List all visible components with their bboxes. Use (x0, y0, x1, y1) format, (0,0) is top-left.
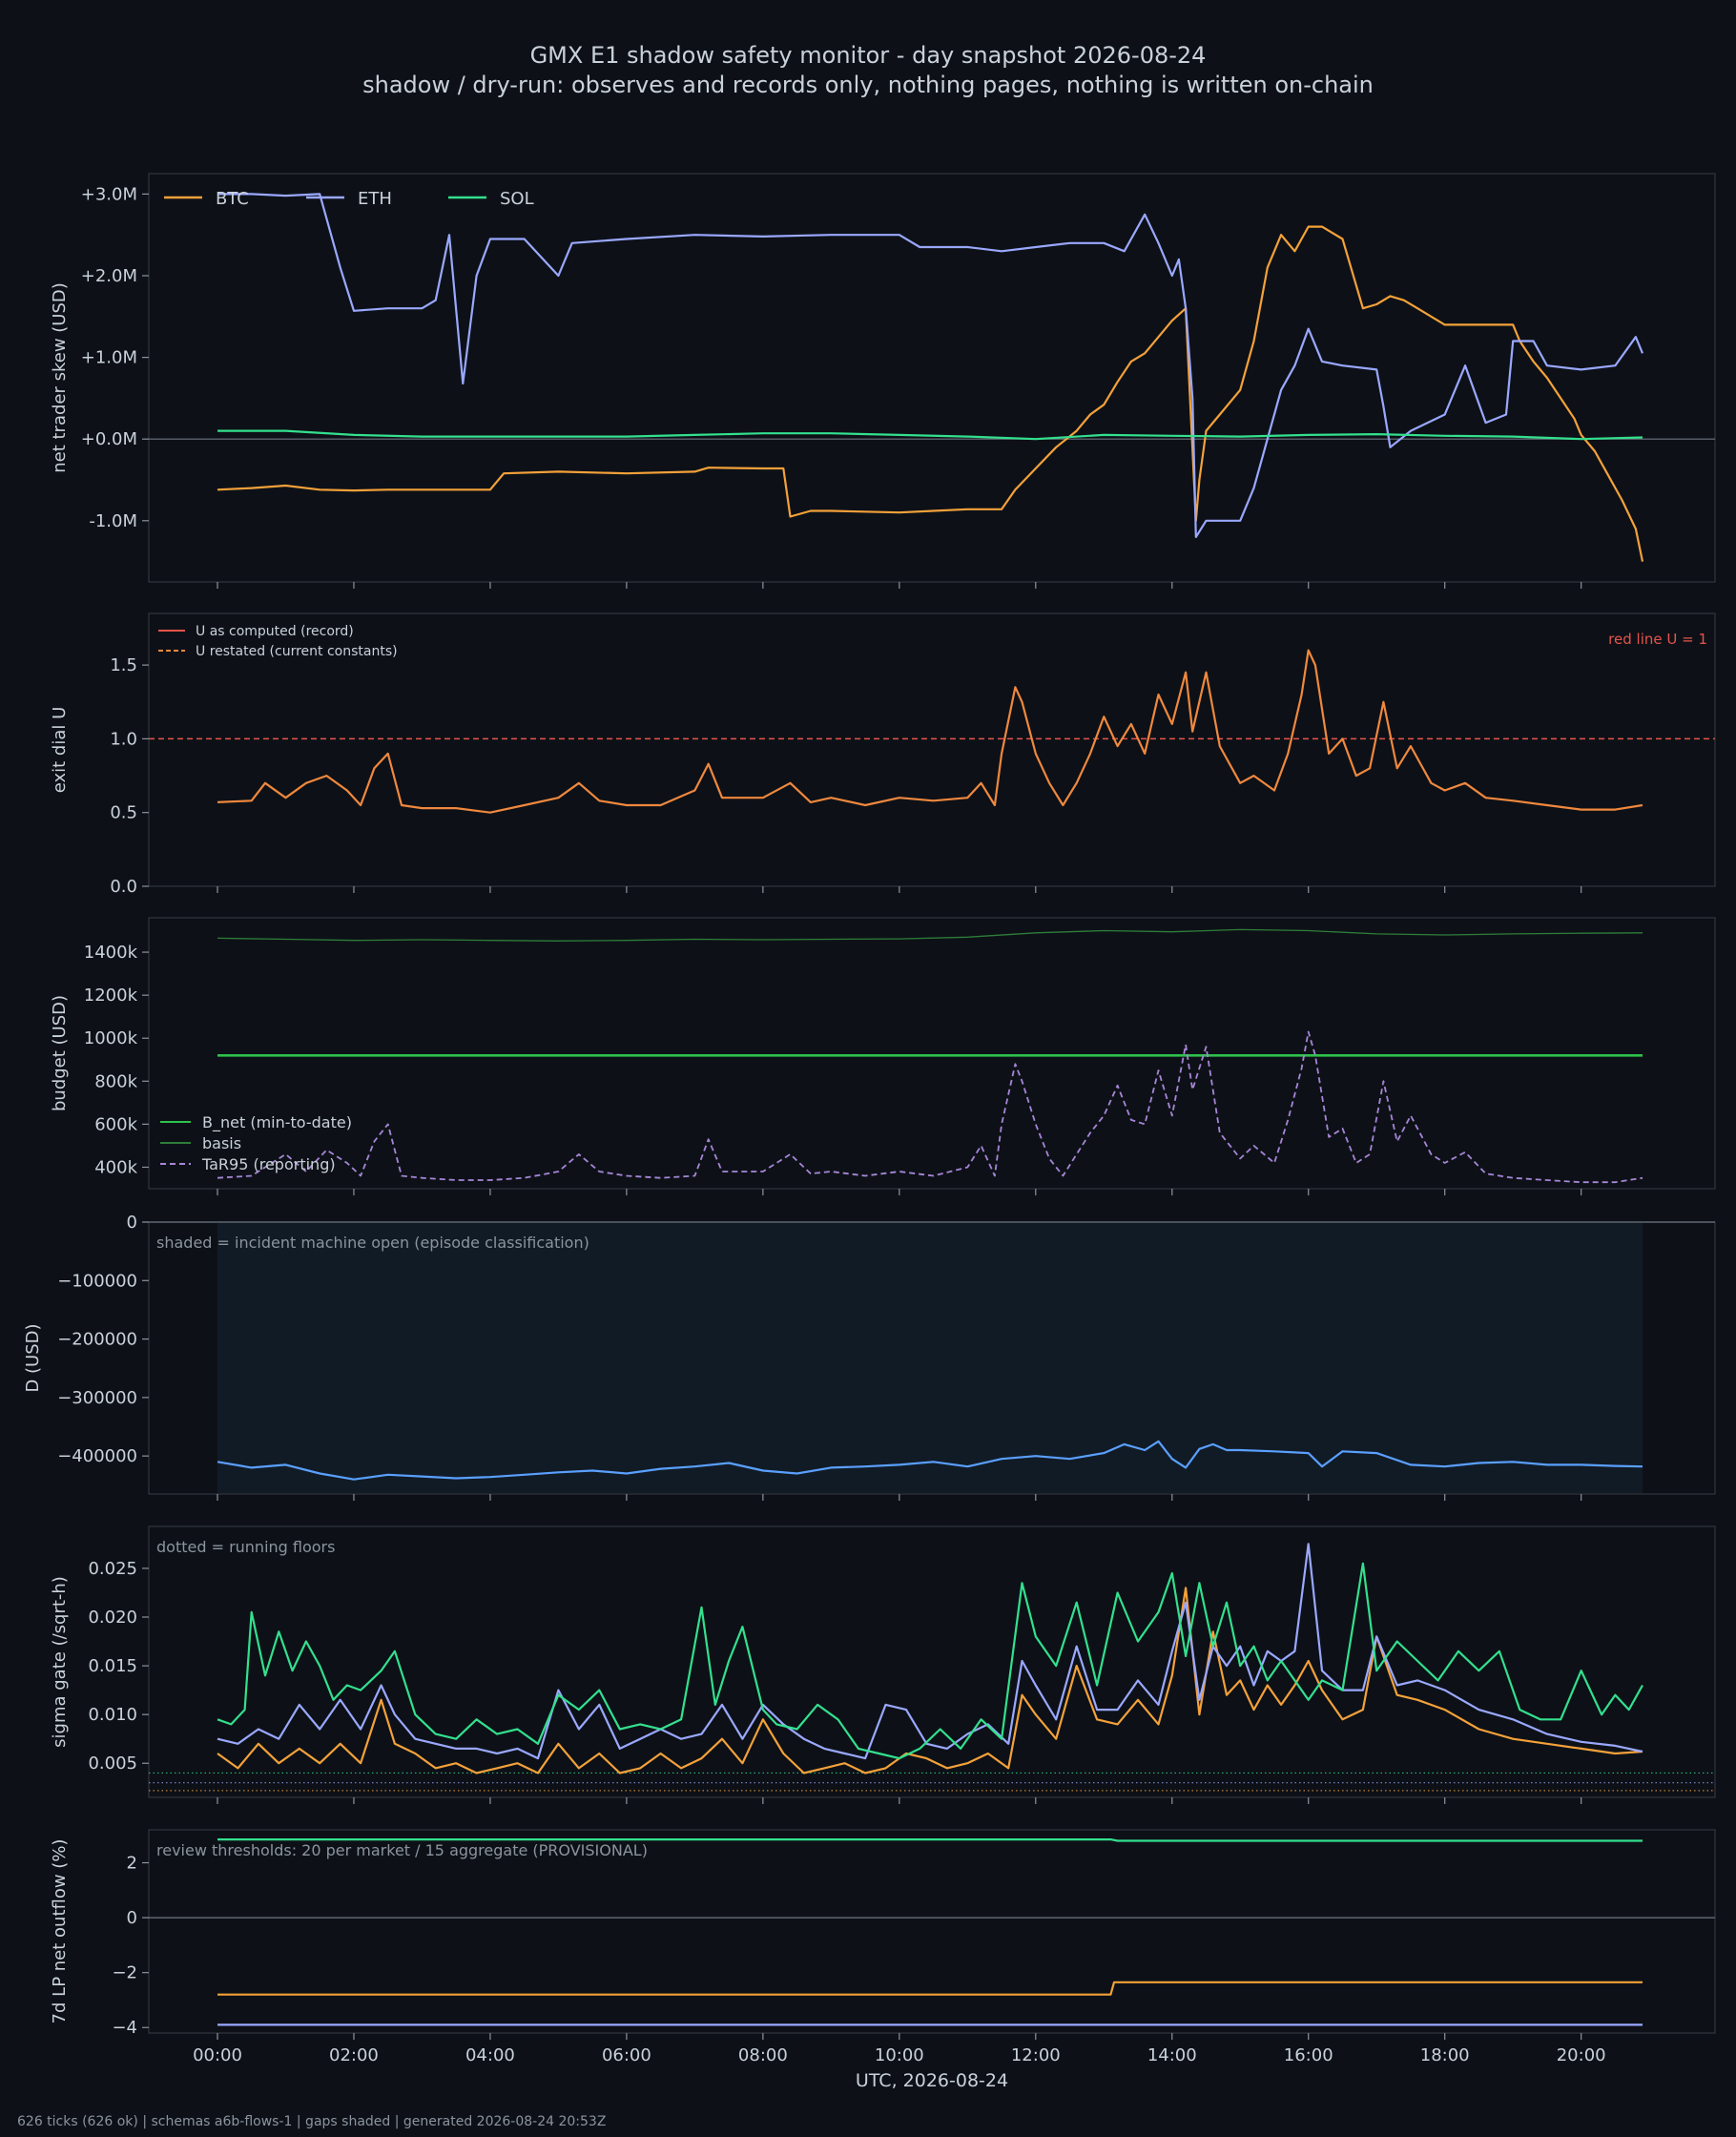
legend-label: B_net (min-to-date) (202, 1113, 352, 1132)
legend-label: SOL (500, 189, 534, 209)
series-line-btc (217, 1587, 1643, 1774)
y-tick-label: 1.0 (110, 729, 137, 749)
chart-panel-3: 400k 600k 800k 1000k 1200k 1400k budget (USD) B… (50, 917, 1716, 1195)
y-axis-label: exit dial U (50, 707, 70, 794)
y-tick-label: 0.5 (110, 803, 137, 823)
series-line-tar95-reporting- (217, 1030, 1643, 1184)
chart-panel-6: −4 −2 0 2 00:00 02:00 04:00 06:00 08:00 10:00 12:0… (50, 1829, 1716, 2091)
y-tick-label: 0 (127, 1213, 137, 1233)
y-tick-label: −400000 (57, 1446, 137, 1466)
y-tick-label: +3.0M (81, 184, 137, 204)
chart-panel-5: 0.005 0.010 0.015 0.020 0.025 sigma gate (/sq… (50, 1525, 1716, 1804)
y-tick-label: −4 (112, 2018, 137, 2038)
figure-title: GMX E1 shadow safety monitor - day snaps… (530, 42, 1207, 69)
legend-label: BTC (216, 189, 249, 209)
x-tick-label: 16:00 (1284, 2045, 1333, 2065)
legend-label: basis (202, 1134, 241, 1152)
y-axis-label: 7d LP net outflow (%) (50, 1839, 70, 2024)
series-line-eth (217, 1543, 1643, 1760)
y-tick-label: −200000 (57, 1330, 137, 1350)
chart-panel-4: 0 −100000 −200000 −300000 −400000 D (USD) shad… (23, 1213, 1716, 1501)
y-tick-label: 0.015 (88, 1656, 137, 1676)
figure-subtitle: shadow / dry-run: observes and records o… (362, 72, 1374, 98)
y-tick-label: 0.025 (88, 1559, 137, 1579)
x-tick-label: 04:00 (465, 2045, 515, 2065)
y-tick-label: 0.005 (88, 1753, 137, 1774)
incident-shade (217, 1223, 1643, 1493)
chart-panel-1: -1.0M +0.0M +1.0M +2.0M +3.0M net trader skew… (50, 173, 1716, 589)
figure-footer: 626 ticks (626 ok) | schemas a6b-flows-1… (17, 2114, 606, 2129)
panel-frame (148, 612, 1716, 887)
x-tick-label: 14:00 (1147, 2045, 1197, 2065)
y-tick-label: 0.020 (88, 1608, 137, 1628)
red-line-annotation: red line U = 1 (1608, 631, 1707, 648)
series-line-sol (217, 1837, 1643, 1842)
panel-frame (148, 1829, 1716, 2034)
y-tick-label: +0.0M (81, 429, 137, 449)
x-tick-label: 02:00 (329, 2045, 379, 2065)
x-tick-label: 08:00 (738, 2045, 788, 2065)
series-line-d (217, 1440, 1643, 1481)
legend-label: TaR95 (reporting) (201, 1155, 336, 1173)
panel-frame (148, 173, 1716, 583)
legend-label: ETH (358, 189, 392, 209)
series-line-u-as-computed-record- (217, 649, 1643, 814)
series-line-btc (217, 1981, 1643, 1996)
series-line-sol (217, 429, 1643, 441)
panel-frame (148, 917, 1716, 1190)
y-tick-label: 600k (94, 1114, 137, 1134)
y-tick-label: 0 (127, 1908, 137, 1928)
x-tick-label: 12:00 (1011, 2045, 1061, 2065)
y-axis-label: net trader skew (USD) (50, 282, 70, 473)
y-tick-label: −300000 (57, 1388, 137, 1408)
chart-panels: -1.0M +0.0M +1.0M +2.0M +3.0M net trader skew… (23, 173, 1716, 2091)
y-tick-label: −2 (112, 1963, 137, 1983)
y-tick-label: 1400k (84, 943, 138, 963)
y-tick-label: 400k (94, 1157, 137, 1177)
x-tick-label: 00:00 (193, 2045, 242, 2065)
x-tick-label: 10:00 (875, 2045, 924, 2065)
panel-frame (148, 1525, 1716, 1798)
series-line-eth (217, 193, 1644, 539)
y-tick-label: 1200k (84, 986, 138, 1006)
y-tick-label: 800k (94, 1071, 137, 1091)
panel-annotation: dotted = running floors (156, 1538, 335, 1556)
y-tick-label: −100000 (57, 1271, 137, 1291)
x-tick-label: 18:00 (1420, 2045, 1470, 2065)
legend-label: U restated (current constants) (196, 644, 398, 659)
legend-label: U as computed (record) (196, 624, 354, 639)
y-tick-label: +1.0M (81, 348, 137, 368)
chart-panel-2: 0.0 0.5 1.0 1.5 exit dial U red line U = 1 U a… (50, 612, 1716, 897)
y-axis-label: sigma gate (/sqrt-h) (50, 1576, 70, 1748)
series-line-sol (217, 1562, 1643, 1760)
y-tick-label: -1.0M (89, 511, 137, 531)
y-tick-label: 0.0 (110, 877, 137, 897)
y-axis-label: budget (USD) (50, 995, 70, 1111)
y-tick-label: +2.0M (81, 266, 137, 286)
panel-annotation: review thresholds: 20 per market / 15 ag… (156, 1841, 648, 1859)
y-tick-label: 2 (127, 1854, 137, 1874)
panel-annotation: shaded = incident machine open (episode … (156, 1234, 589, 1252)
x-tick-label: 06:00 (602, 2045, 651, 2065)
x-axis-label: UTC, 2026-08-24 (856, 2070, 1008, 2091)
x-tick-label: 20:00 (1557, 2045, 1606, 2065)
y-tick-label: 1.5 (110, 655, 137, 675)
y-tick-label: 1000k (84, 1028, 138, 1048)
y-axis-label: D (USD) (23, 1323, 43, 1392)
y-tick-label: 0.010 (88, 1705, 137, 1725)
series-line-basis (217, 928, 1643, 942)
series-line-btc (217, 225, 1644, 562)
